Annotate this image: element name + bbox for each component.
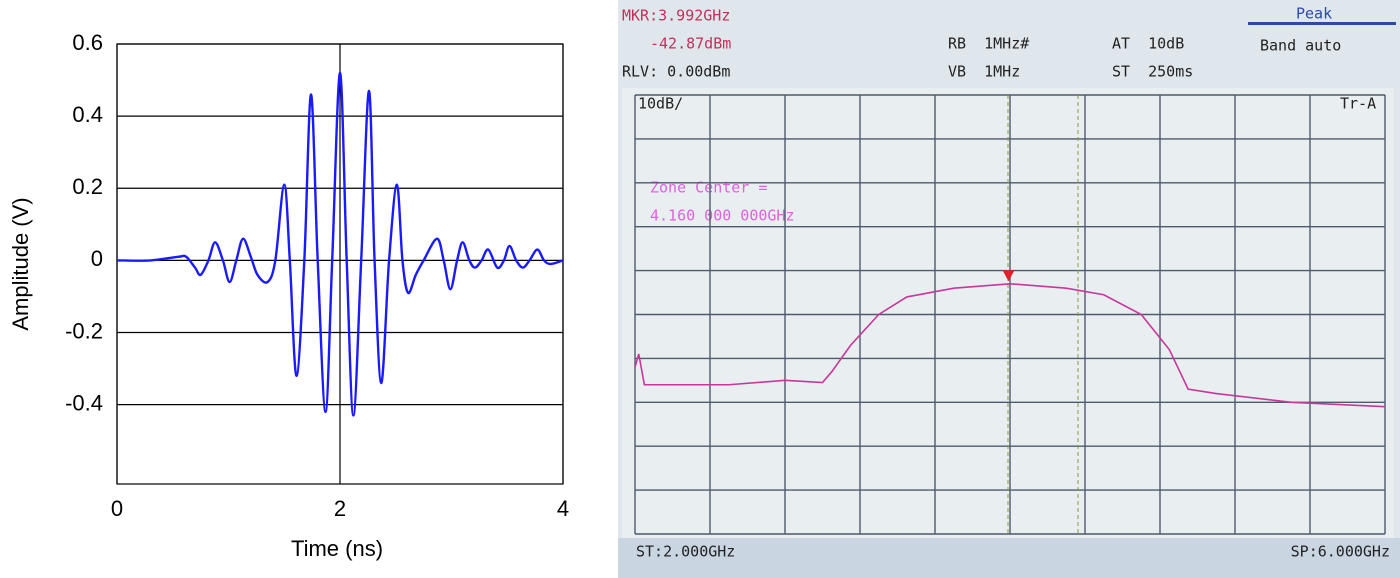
- y-tick-label: -0.4: [65, 390, 103, 415]
- waveform-line: [116, 71, 564, 417]
- marker-frequency: MKR:3.992GHz: [622, 7, 730, 25]
- band-label: Band auto: [1260, 37, 1341, 55]
- stop-frequency: SP:6.000GHz: [1291, 543, 1390, 561]
- x-tick-label: 0: [111, 496, 123, 521]
- start-frequency: ST:2.000GHz: [636, 543, 735, 561]
- y-tick-label: 0.2: [72, 174, 103, 199]
- x-axis-title: Time (ns): [291, 536, 383, 561]
- peak-bar: [1248, 22, 1396, 25]
- screen-footer: [618, 538, 1400, 578]
- y-tick-label: 0.4: [72, 102, 103, 127]
- sweep-time: ST 250ms: [1112, 63, 1193, 81]
- x-tick-label: 2: [334, 496, 346, 521]
- trace-label: Tr-A: [1340, 95, 1376, 113]
- y-tick-label: 0.6: [72, 30, 103, 55]
- spectrum-screen: MKR:3.992GHz -42.87dBm RLV: 0.00dBm RB 1…: [618, 0, 1400, 578]
- zone-center-label: Zone Center =: [650, 179, 767, 197]
- resolution-bandwidth: RB 1MHz#: [948, 35, 1029, 53]
- video-bandwidth: VB 1MHz: [948, 63, 1020, 81]
- x-tick-label: 4: [557, 496, 569, 521]
- marker-triangle: [1002, 270, 1015, 282]
- y-tick-label: -0.2: [65, 318, 103, 343]
- spectrum-trace: [634, 282, 1386, 408]
- zone-center-value: 4.160 000 000GHz: [650, 207, 795, 225]
- marker-level: -42.87dBm: [650, 35, 731, 53]
- waveform-chart: Time (ns) Amplitude (V) -0.4 -0.2 0 0.2 0.4 0…: [8, 30, 569, 561]
- y-tick-label: 0: [91, 246, 103, 271]
- peak-label: Peak: [1296, 5, 1332, 23]
- plot-frame: [116, 43, 564, 485]
- y-axis-title: Amplitude (V): [8, 197, 33, 330]
- reference-level: RLV: 0.00dBm: [622, 63, 730, 81]
- attenuation: AT 10dB: [1112, 35, 1184, 53]
- scale-label: 10dB/: [638, 95, 683, 113]
